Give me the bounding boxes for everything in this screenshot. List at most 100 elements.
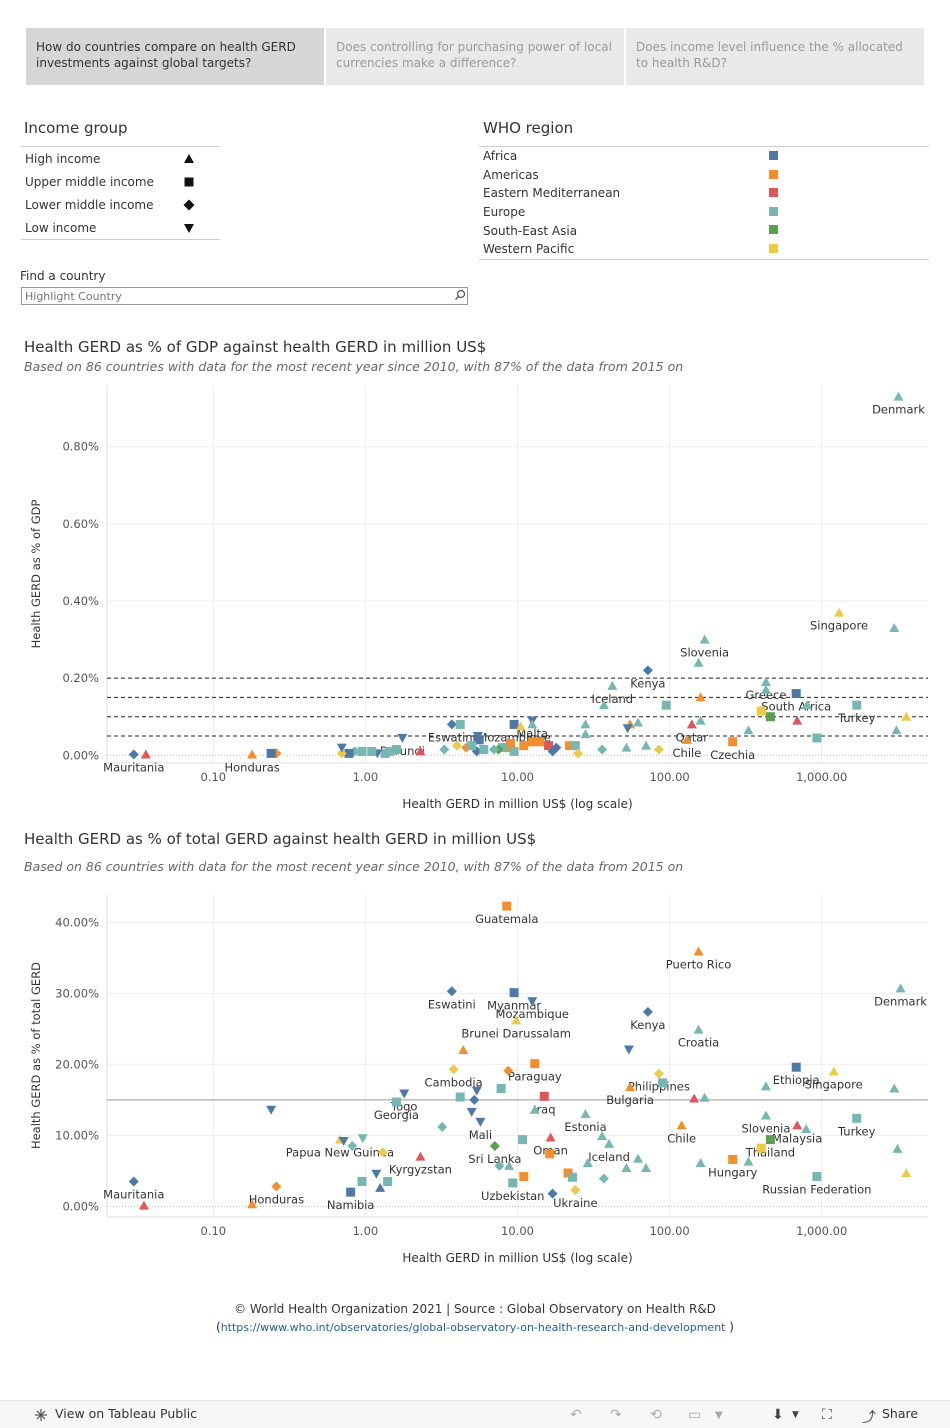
data-point[interactable] [344, 748, 354, 758]
data-point[interactable] [661, 700, 671, 710]
data-point[interactable] [489, 1141, 500, 1152]
data-point[interactable] [565, 741, 575, 751]
data-point[interactable] [527, 737, 537, 747]
data-point[interactable] [623, 1045, 634, 1055]
data-point[interactable] [893, 391, 904, 401]
data-point[interactable] [568, 1172, 578, 1182]
data-point[interactable] [518, 1135, 528, 1145]
data-point[interactable] [479, 745, 489, 754]
share-button[interactable]: Share [882, 1406, 919, 1421]
data-point[interactable] [621, 742, 632, 752]
highlight-country-input[interactable] [21, 287, 468, 305]
data-point[interactable] [580, 729, 591, 739]
redo-icon[interactable]: ↷ [610, 1407, 622, 1423]
data-point[interactable] [519, 1172, 529, 1182]
data-point[interactable] [699, 634, 710, 644]
data-point[interactable] [791, 689, 801, 699]
data-point[interactable] [336, 748, 347, 759]
data-point[interactable] [812, 733, 822, 743]
data-point[interactable] [519, 741, 529, 751]
data-point[interactable] [380, 748, 390, 758]
data-point[interactable] [399, 1089, 410, 1099]
data-point[interactable] [515, 721, 526, 731]
data-point[interactable] [128, 1176, 139, 1187]
share-icon[interactable]: ⤴ [862, 1410, 876, 1426]
data-point[interactable] [801, 1123, 812, 1133]
data-point[interactable] [695, 715, 706, 725]
data-point[interactable] [573, 748, 584, 759]
legend-item-region[interactable]: Americas [479, 166, 929, 185]
data-point[interactable] [792, 1120, 803, 1130]
source-link[interactable]: https://www.who.int/observatories/global… [220, 1321, 726, 1334]
data-point[interactable] [792, 715, 803, 725]
data-point[interactable] [446, 719, 457, 730]
data-point[interactable] [607, 680, 618, 690]
revert-icon[interactable]: ⟲ [650, 1407, 662, 1423]
data-point[interactable] [474, 735, 484, 745]
data-point[interactable] [547, 746, 558, 757]
download-icon[interactable]: ⬇ [772, 1407, 784, 1423]
data-point[interactable] [455, 1092, 465, 1102]
data-point[interactable] [446, 986, 457, 997]
data-point[interactable] [357, 1134, 368, 1144]
data-point[interactable] [622, 724, 633, 734]
data-point[interactable] [834, 607, 845, 617]
data-point[interactable] [271, 1181, 282, 1192]
tab-global-targets[interactable]: How do countries compare on health GERD … [26, 28, 324, 85]
data-point[interactable] [801, 700, 812, 710]
data-point[interactable] [621, 1163, 632, 1173]
data-point[interactable] [371, 1169, 382, 1179]
data-point[interactable] [437, 1121, 448, 1132]
data-point[interactable] [539, 1091, 549, 1101]
data-point[interactable] [653, 1068, 664, 1079]
data-point[interactable] [466, 1107, 477, 1117]
data-point[interactable] [527, 719, 538, 729]
data-point[interactable] [383, 1177, 393, 1187]
data-point[interactable] [895, 983, 906, 993]
data-point[interactable] [467, 741, 477, 751]
data-point[interactable] [346, 1187, 356, 1197]
data-point[interactable] [892, 1143, 903, 1153]
data-point[interactable] [693, 1024, 704, 1034]
pause-icon[interactable]: ▭ [688, 1407, 702, 1423]
legend-item-region[interactable]: Western Pacific [479, 240, 929, 259]
data-point[interactable] [580, 719, 591, 729]
data-point[interactable] [676, 1120, 687, 1130]
data-point[interactable] [471, 1086, 482, 1096]
data-point[interactable] [693, 657, 704, 667]
legend-item-low-income[interactable]: Low income [21, 216, 220, 239]
data-point[interactable] [496, 1084, 506, 1094]
data-point[interactable] [504, 1160, 515, 1170]
data-point[interactable] [756, 706, 766, 716]
data-point[interactable] [535, 737, 545, 747]
undo-icon[interactable]: ↶ [570, 1407, 582, 1423]
data-point[interactable] [347, 1141, 358, 1152]
data-point[interactable] [509, 719, 519, 729]
data-point[interactable] [580, 1109, 591, 1119]
data-point[interactable] [570, 1185, 581, 1196]
chevron-down-icon[interactable]: ▼ [792, 1410, 799, 1420]
data-point[interactable] [439, 744, 450, 755]
data-point[interactable] [357, 746, 367, 756]
data-point[interactable] [641, 740, 652, 750]
data-point[interactable] [547, 1188, 558, 1199]
data-point[interactable] [266, 748, 276, 758]
data-point[interactable] [633, 1153, 644, 1163]
data-point[interactable] [527, 997, 538, 1007]
data-point[interactable] [889, 623, 900, 632]
data-point[interactable] [377, 1147, 388, 1158]
data-point[interactable] [653, 744, 664, 755]
data-point[interactable] [597, 1131, 608, 1141]
data-point[interactable] [469, 1094, 480, 1105]
data-point[interactable] [743, 1156, 754, 1166]
data-point[interactable] [642, 1006, 653, 1017]
data-point[interactable] [451, 740, 462, 751]
data-point[interactable] [765, 712, 775, 722]
data-point[interactable] [385, 746, 395, 756]
data-point[interactable] [681, 734, 692, 744]
data-point[interactable] [397, 733, 408, 743]
data-point[interactable] [625, 1082, 636, 1092]
data-point[interactable] [889, 1083, 900, 1093]
data-point[interactable] [502, 901, 512, 911]
data-point[interactable] [760, 677, 771, 686]
